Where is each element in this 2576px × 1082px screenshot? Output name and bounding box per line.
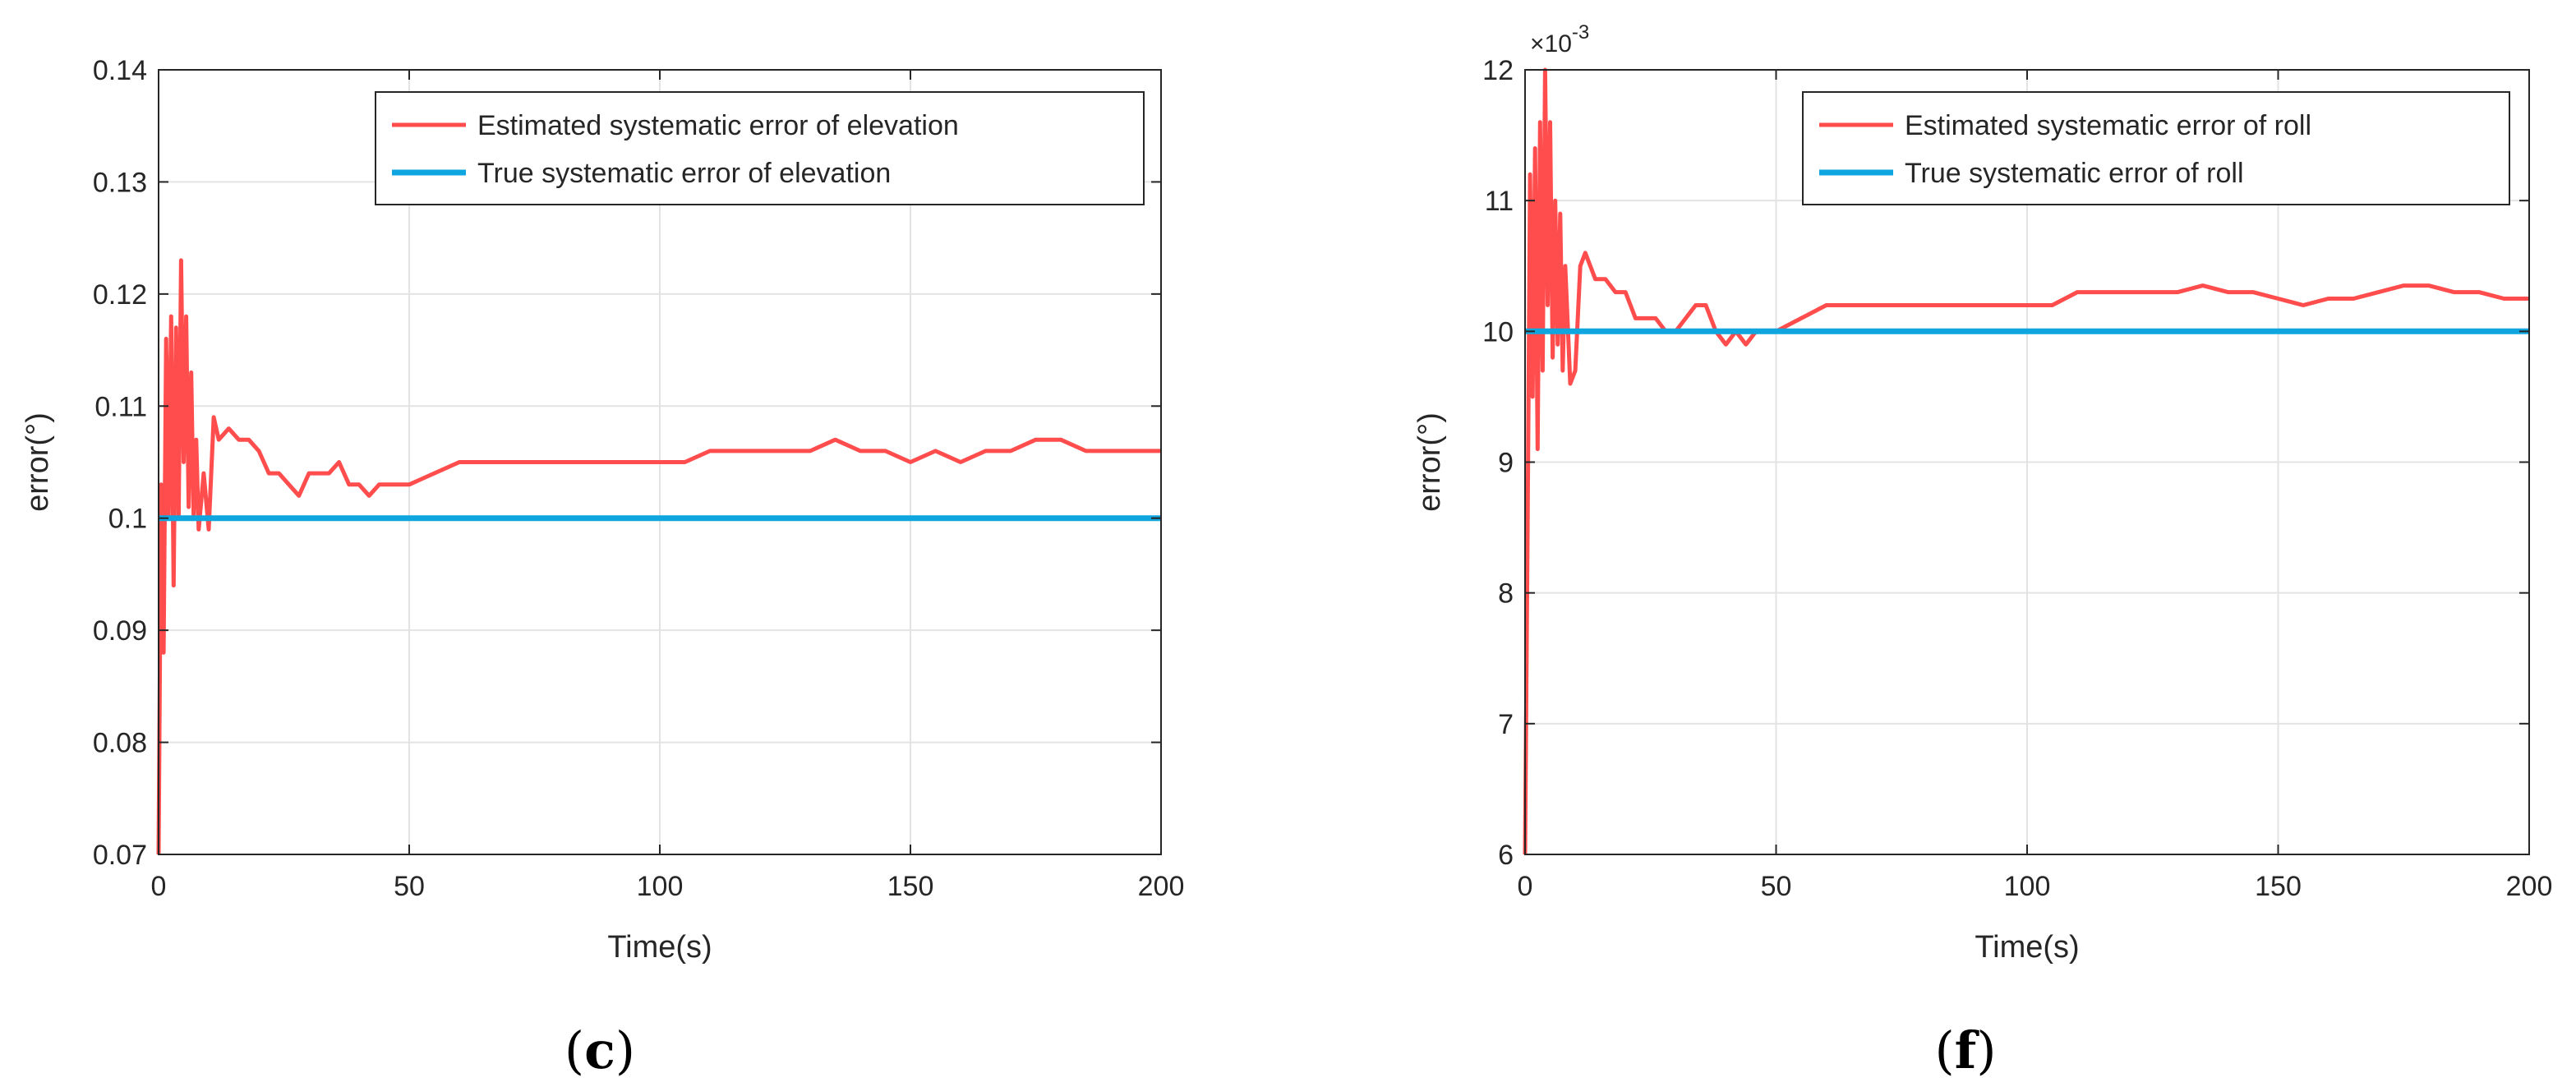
exponent-base: ×10 [1530,30,1572,58]
x-tick-label: 150 [2255,871,2302,902]
legend-box [1802,91,2510,205]
chart-panel-f: 0 50 100 150 200 6 7 8 9 10 11 12 ×10-3 Time(s) error(… [1412,21,2552,1080]
y-tick-label: 0.08 [93,728,147,759]
x-tick-label: 50 [394,871,425,902]
legend-box [375,91,1145,205]
panel-label-letter: c [584,1020,615,1080]
y-tick-label: 10 [1482,316,1514,348]
panel-label-open: ( [1934,1020,1954,1080]
legend-label-estimated: Estimated systematic error of roll [1905,110,2311,141]
y-tick-label: 0.11 [94,391,147,422]
y-tick-label: 0.13 [93,167,147,198]
legend-label-estimated: Estimated systematic error of elevation [477,110,959,141]
y-tick-label: 8 [1498,578,1514,610]
x-tick-label: 200 [1138,871,1185,902]
x-tick-label: 100 [2004,871,2051,902]
y-tick-label: 12 [1482,55,1514,86]
x-tick-label: 0 [151,871,167,902]
panel-label-open: ( [565,1020,584,1080]
x-tick-label: 200 [2506,871,2553,902]
estimated-error-series-line [156,258,1161,855]
y-tick-label: 0.1 [108,504,147,535]
panel-label-close: ) [615,1020,635,1080]
panel-label-letter: f [1955,1020,1979,1080]
x-axis-title: Time(s) [1975,930,2079,965]
x-tick-label: 50 [1761,871,1792,902]
y-tick-label: 11 [1485,186,1514,217]
legend-label-true: True systematic error of elevation [477,158,891,189]
y-tick-label: 7 [1498,709,1514,740]
panel-label: (c) [565,1020,635,1080]
y-tick-label: 0.07 [93,840,147,871]
panel-label: (f) [1934,1020,1996,1080]
panel-label-close: ) [1976,1020,1996,1080]
estimated-error-series-line [1523,67,2529,855]
y-axis-title: error(°) [21,412,55,512]
y-tick-label: 0.09 [93,615,147,647]
x-tick-label: 0 [1518,871,1533,902]
y-tick-label: 0.14 [93,55,147,86]
exponent-power: -3 [1572,21,1589,44]
y-tick-label: 9 [1498,448,1514,479]
legend: Estimated systematic error of elevation T… [375,91,1145,205]
legend: Estimated systematic error of roll True s… [1802,91,2510,205]
legend-label-true: True systematic error of roll [1905,158,2244,189]
y-axis-title: error(°) [1412,412,1447,512]
x-axis-title: Time(s) [607,930,712,965]
x-tick-label: 150 [887,871,934,902]
y-tick-label: 6 [1498,840,1514,871]
y-axis-exponent: ×10-3 [1530,21,1589,58]
x-tick-label: 100 [637,871,684,902]
chart-panel-c: 0 50 100 150 200 0.07 0.08 0.09 0.1 0.11 0.12 0.13 0… [21,55,1184,1080]
y-tick-label: 0.12 [93,279,147,311]
